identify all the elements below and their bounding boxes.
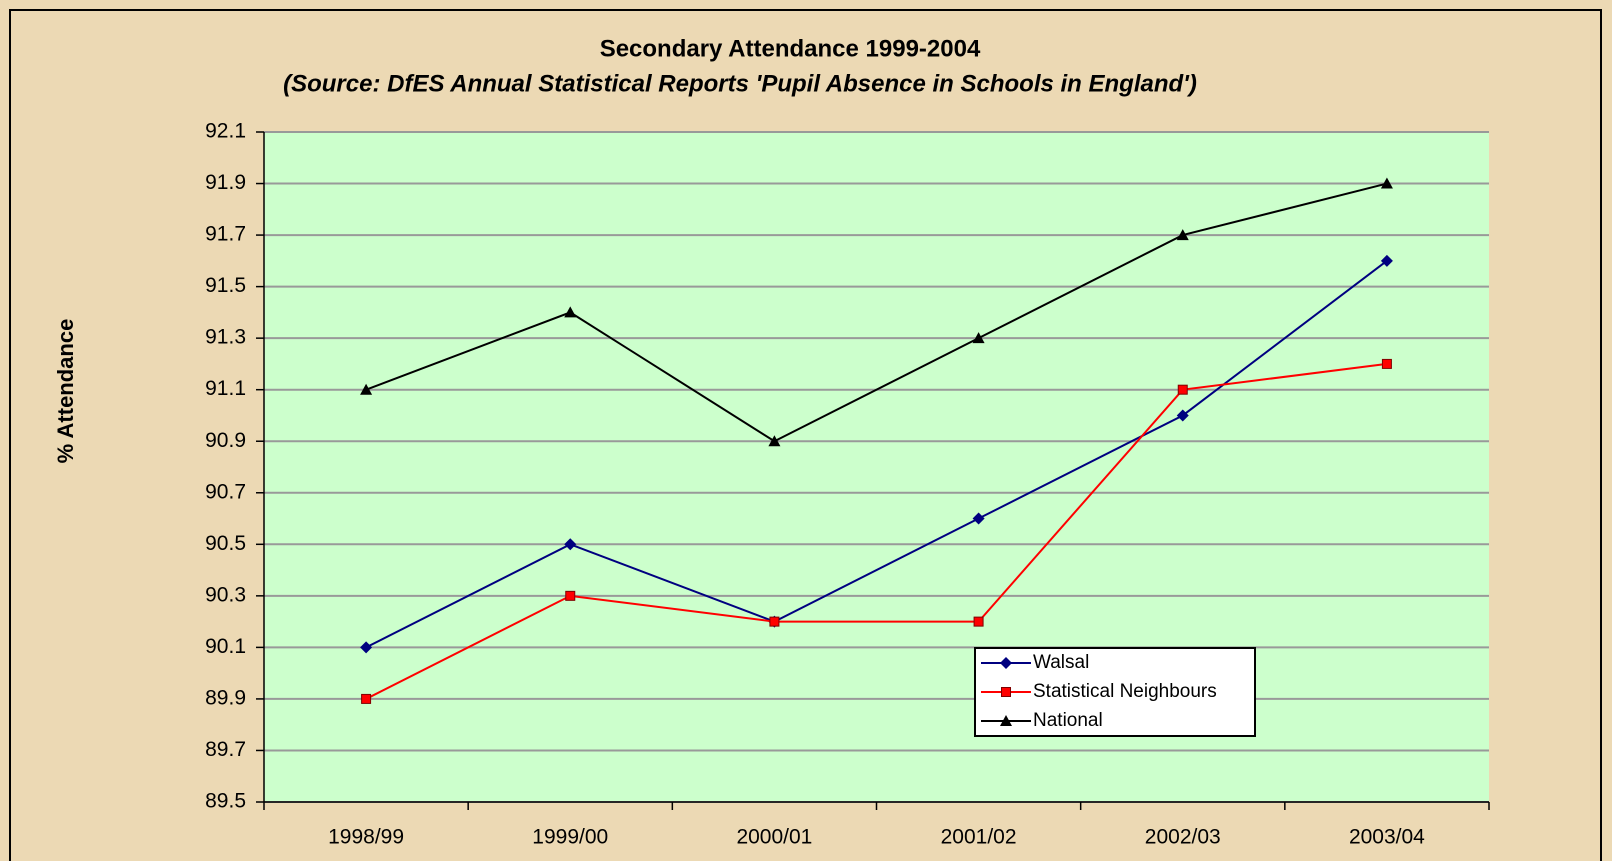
- series-line: [365, 362, 1388, 700]
- marker: [972, 512, 985, 525]
- x-tick-label: 2000/01: [736, 826, 812, 849]
- legend-label: National: [1033, 710, 1103, 731]
- x-tick-label: 2002/03: [1145, 826, 1221, 849]
- marker: [1176, 229, 1189, 241]
- marker: [1381, 358, 1392, 369]
- chart-title: Secondary Attendance 1999-2004: [600, 35, 981, 62]
- marker: [1000, 657, 1012, 669]
- marker: [564, 538, 577, 551]
- marker: [1380, 177, 1393, 189]
- y-tick-label: 89.7: [205, 738, 246, 761]
- y-tick-label: 91.9: [205, 171, 246, 194]
- x-tick-label: 2001/02: [941, 826, 1017, 849]
- series-line: [365, 182, 1388, 443]
- y-tick-label: 90.3: [205, 583, 246, 606]
- y-tick-label: 92.1: [205, 120, 246, 143]
- y-tick-label: 91.3: [205, 326, 246, 349]
- y-tick-label: 90.1: [205, 635, 246, 658]
- y-tick-label: 91.1: [205, 377, 246, 400]
- x-tick-label: 1999/00: [532, 826, 608, 849]
- marker: [769, 616, 780, 627]
- marker: [564, 306, 577, 318]
- marker: [360, 641, 373, 654]
- legend-label: Walsal: [1033, 652, 1089, 673]
- y-axis-label: % Attendance: [53, 319, 78, 464]
- marker: [361, 693, 372, 704]
- marker: [973, 616, 984, 627]
- x-tick-label: 2003/04: [1349, 826, 1425, 849]
- marker: [1000, 715, 1012, 726]
- marker: [1380, 254, 1393, 267]
- series-line: [365, 260, 1388, 649]
- marker: [1001, 687, 1011, 697]
- marker: [565, 590, 576, 601]
- x-tick-label: 1998/99: [328, 826, 404, 849]
- y-tick-label: 90.9: [205, 429, 246, 452]
- marker: [972, 332, 985, 344]
- chart-border: [9, 9, 1602, 861]
- plot-area: [264, 132, 1489, 802]
- y-tick-label: 91.5: [205, 274, 246, 297]
- y-tick-label: 89.9: [205, 686, 246, 709]
- y-tick-label: 89.5: [205, 790, 246, 813]
- y-tick-label: 91.7: [205, 223, 246, 246]
- legend-label: Statistical Neighbours: [1033, 681, 1217, 702]
- y-tick-label: 90.5: [205, 532, 246, 555]
- marker: [1177, 384, 1188, 395]
- marker: [1176, 409, 1189, 422]
- chart-subtitle: (Source: DfES Annual Statistical Reports…: [283, 70, 1197, 97]
- y-tick-label: 90.7: [205, 480, 246, 503]
- marker: [768, 435, 781, 447]
- marker: [360, 383, 373, 395]
